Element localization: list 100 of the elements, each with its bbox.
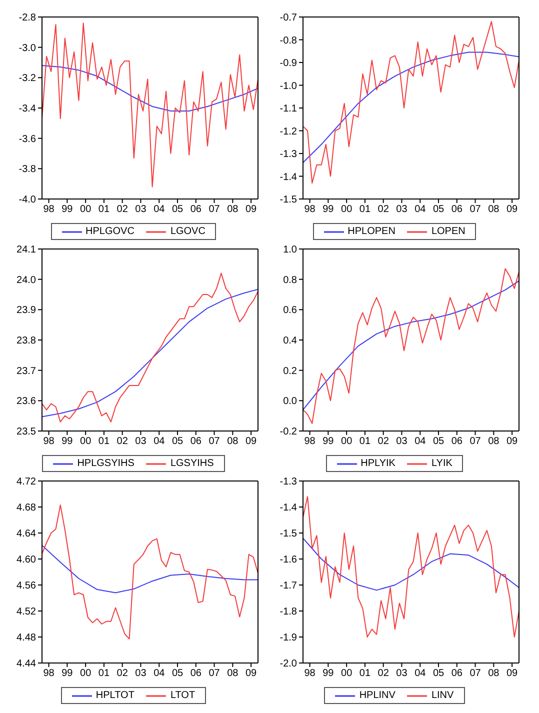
x-tick-label: 05 bbox=[172, 436, 184, 448]
legend-label: LTOT bbox=[170, 690, 196, 701]
y-tick-label: 4.52 bbox=[16, 606, 36, 618]
y-tick-label: 4.68 bbox=[16, 502, 36, 514]
x-tick-label: 04 bbox=[154, 204, 166, 216]
y-tick-label: 0.2 bbox=[283, 366, 298, 377]
line-series bbox=[42, 544, 258, 594]
y-tick-label: -1.4 bbox=[280, 172, 298, 183]
line-series bbox=[303, 280, 519, 410]
x-tick-label: 01 bbox=[359, 668, 371, 680]
legend-label: LGSYIHS bbox=[170, 458, 214, 469]
x-tick-label: 02 bbox=[116, 204, 128, 216]
line-series bbox=[42, 504, 258, 640]
y-tick-label: 4.60 bbox=[16, 554, 36, 566]
y-tick-label: -0.2 bbox=[280, 426, 298, 438]
x-tick-label: 04 bbox=[414, 668, 426, 680]
y-tick-label: 23.5 bbox=[16, 426, 36, 438]
x-tick-label: 09 bbox=[506, 668, 518, 680]
x-tick-label: 09 bbox=[245, 668, 258, 680]
x-tick-label: 07 bbox=[208, 436, 220, 448]
y-tick-label: -4.0 bbox=[18, 194, 36, 206]
x-tick-label: 05 bbox=[432, 436, 445, 448]
x-tick-label: 00 bbox=[341, 668, 353, 680]
y-tick-label: -3.0 bbox=[18, 42, 36, 54]
y-tick-label: -0.7 bbox=[280, 12, 298, 24]
x-tick-label: 06 bbox=[451, 668, 463, 680]
line-series bbox=[303, 21, 519, 184]
x-tick-label: 00 bbox=[80, 668, 92, 680]
x-tick-label: 01 bbox=[98, 436, 110, 448]
x-tick-label: 03 bbox=[396, 668, 408, 680]
y-tick-label: 4.64 bbox=[16, 528, 36, 540]
y-tick-label: -1.8 bbox=[280, 606, 298, 618]
x-tick-label: 05 bbox=[172, 204, 184, 216]
y-tick-label: -2.8 bbox=[18, 12, 36, 24]
x-tick-label: 98 bbox=[43, 436, 55, 448]
x-tick-label: 08 bbox=[488, 668, 500, 680]
legend-label: LOPEN bbox=[431, 226, 466, 237]
x-tick-label: 99 bbox=[62, 668, 74, 680]
x-tick-label: 02 bbox=[116, 436, 128, 448]
y-tick-label: -1.2 bbox=[280, 126, 298, 138]
y-tick-label: -1.1 bbox=[280, 104, 298, 115]
y-tick-label: 24.1 bbox=[16, 244, 36, 256]
x-tick-label: 99 bbox=[62, 204, 74, 216]
line-series bbox=[303, 538, 519, 591]
x-tick-label: 05 bbox=[432, 668, 445, 680]
x-tick-label: 02 bbox=[378, 204, 390, 216]
x-tick-label: 03 bbox=[396, 436, 408, 448]
x-tick-label: 06 bbox=[190, 668, 202, 680]
x-tick-label: 98 bbox=[43, 204, 55, 216]
y-tick-label: -3.4 bbox=[18, 104, 36, 115]
legend-label: HPLTOT bbox=[96, 690, 134, 701]
legend-label: HPLINV bbox=[359, 690, 396, 701]
line-series bbox=[303, 268, 519, 424]
x-tick-label: 09 bbox=[506, 204, 518, 216]
y-tick-label: -1.5 bbox=[280, 528, 298, 540]
x-tick-label: 08 bbox=[488, 204, 500, 216]
x-tick-label: 07 bbox=[208, 204, 220, 216]
x-tick-label: 99 bbox=[322, 436, 334, 448]
line-series bbox=[303, 52, 519, 164]
x-tick-label: 99 bbox=[62, 436, 74, 448]
x-tick-label: 06 bbox=[190, 436, 202, 448]
x-tick-label: 99 bbox=[322, 668, 334, 680]
x-tick-label: 04 bbox=[154, 436, 166, 448]
y-tick-label: -3.6 bbox=[18, 134, 36, 145]
line-series bbox=[303, 496, 519, 638]
legend-label: LYIK bbox=[431, 458, 452, 469]
x-tick-label: 04 bbox=[414, 204, 426, 216]
x-tick-label: 98 bbox=[304, 204, 316, 216]
x-tick-label: 08 bbox=[227, 668, 239, 680]
x-tick-label: 01 bbox=[98, 668, 110, 680]
y-tick-label: 0.8 bbox=[283, 274, 298, 286]
x-tick-label: 02 bbox=[378, 436, 390, 448]
legend-label: HPLGSYIHS bbox=[77, 458, 134, 469]
y-tick-label: 23.9 bbox=[16, 305, 36, 316]
y-tick-label: -0.9 bbox=[280, 58, 298, 70]
y-tick-label: -1.3 bbox=[280, 476, 298, 488]
x-tick-label: 02 bbox=[378, 668, 390, 680]
x-tick-label: 07 bbox=[470, 668, 482, 680]
y-tick-label: 23.8 bbox=[16, 336, 36, 347]
x-tick-label: 98 bbox=[43, 668, 55, 680]
x-tick-label: 98 bbox=[304, 668, 316, 680]
x-tick-label: 05 bbox=[432, 204, 445, 216]
y-tick-label: -1.9 bbox=[280, 632, 298, 644]
y-tick-label: -3.2 bbox=[18, 73, 36, 84]
x-tick-label: 01 bbox=[359, 436, 371, 448]
y-tick-label: -1.5 bbox=[280, 194, 298, 206]
x-tick-label: 05 bbox=[172, 668, 184, 680]
x-tick-label: 99 bbox=[322, 204, 334, 216]
x-tick-label: 06 bbox=[451, 436, 463, 448]
x-tick-label: 01 bbox=[359, 204, 371, 216]
x-tick-label: 03 bbox=[135, 668, 147, 680]
y-tick-label: 4.44 bbox=[16, 658, 36, 670]
legend-label: LGOVC bbox=[170, 226, 206, 237]
legend-label: LINV bbox=[431, 690, 454, 701]
x-tick-label: 03 bbox=[135, 436, 147, 448]
y-tick-label: 23.7 bbox=[16, 366, 36, 377]
x-tick-label: 06 bbox=[190, 204, 202, 216]
line-series bbox=[42, 65, 258, 112]
x-tick-label: 00 bbox=[341, 204, 353, 216]
legend-label: HPLOPEN bbox=[348, 226, 396, 237]
